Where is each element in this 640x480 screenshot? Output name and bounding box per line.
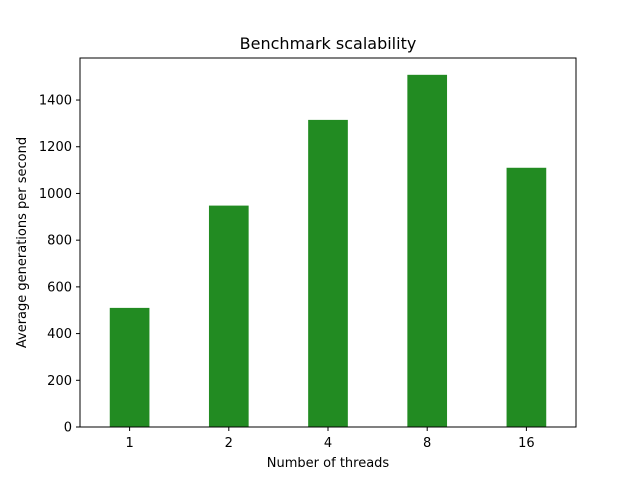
bar-1-threads [109, 307, 150, 427]
y-tick-label: 800 [47, 234, 72, 249]
plot-frame [79, 57, 577, 428]
y-tick-label: 1400 [39, 94, 72, 109]
bar-2-threads [208, 205, 249, 427]
x-axis-ticks: 1 2 4 8 16 [125, 427, 535, 451]
y-tick-label: 0 [64, 421, 72, 436]
y-axis-ticks: 0 200 400 600 800 1000 1200 1400 [39, 94, 80, 436]
x-tick-label: 8 [423, 436, 431, 451]
x-axis-label: Number of threads [267, 456, 390, 471]
bar-4-threads [308, 119, 348, 427]
x-tick-label: 4 [324, 436, 332, 451]
bar-16-threads [506, 167, 547, 427]
x-tick-label: 2 [225, 436, 233, 451]
y-tick-label: 1200 [39, 140, 72, 155]
y-tick-label: 200 [47, 374, 72, 389]
y-tick-label: 600 [47, 280, 72, 295]
bars-group [109, 74, 547, 427]
y-tick-label: 1000 [39, 187, 72, 202]
chart-title: Benchmark scalability [240, 34, 417, 53]
bar-8-threads [407, 74, 448, 427]
y-axis-label: Average generations per second [15, 137, 30, 348]
x-tick-label: 16 [518, 436, 535, 451]
x-tick-label: 1 [125, 436, 133, 451]
y-tick-label: 400 [47, 327, 72, 342]
